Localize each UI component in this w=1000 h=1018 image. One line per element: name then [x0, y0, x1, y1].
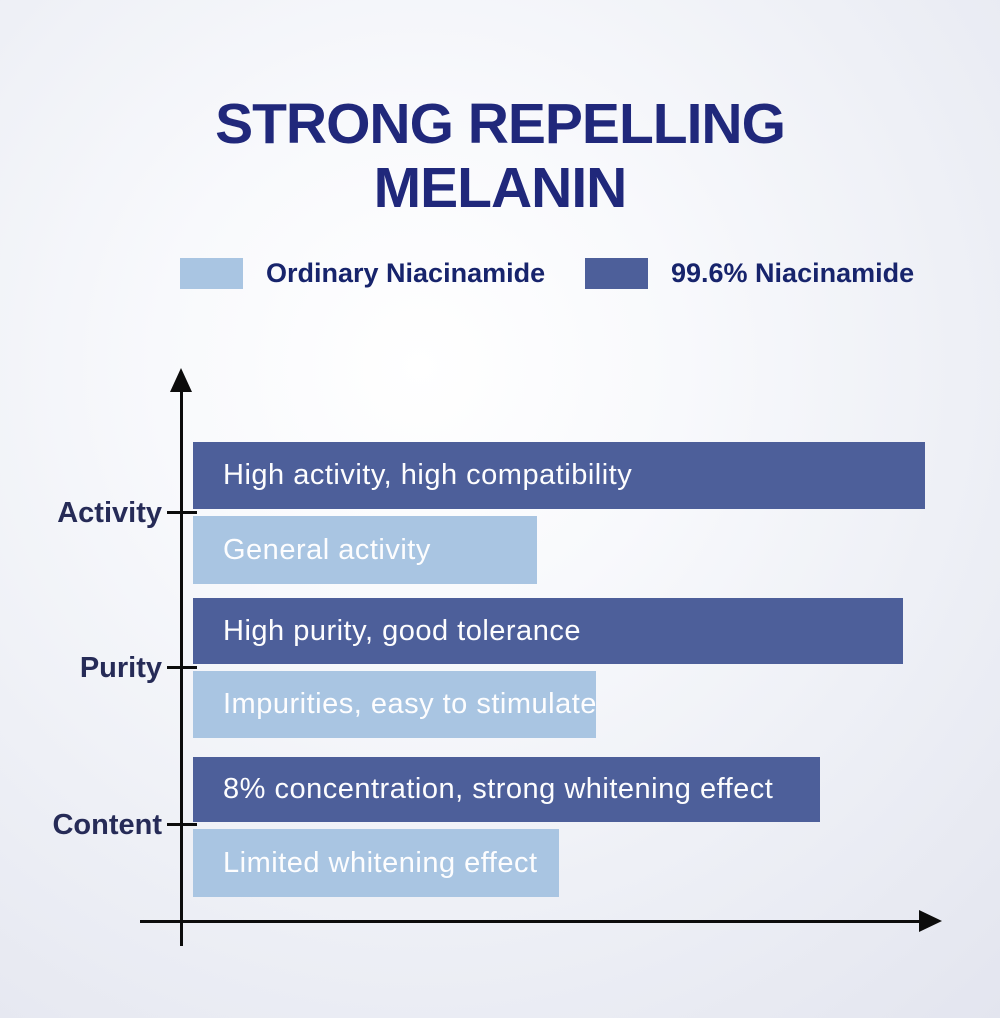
title-line-1: STRONG REPELLING	[215, 92, 786, 156]
bar-label: Limited whitening effect	[223, 846, 538, 879]
category-label-purity: Purity	[79, 652, 162, 684]
bar-ordinary-activity: General activity	[193, 516, 537, 584]
title-line-2: MELANIN	[373, 156, 628, 220]
tick-activity	[167, 511, 197, 514]
legend-label-ordinary: Ordinary Niacinamide	[266, 258, 546, 288]
bar-pure-content: 8% concentration, strong whitening effec…	[193, 757, 820, 822]
category-label-activity: Activity	[57, 497, 162, 529]
x-axis-arrow-icon	[919, 910, 942, 932]
bar-label: 8% concentration, strong whitening effec…	[223, 773, 774, 805]
bar-ordinary-content: Limited whitening effect	[193, 829, 559, 897]
category-label-content: Content	[52, 809, 162, 841]
legend-item-ordinary: Ordinary Niacinamide	[180, 258, 545, 289]
tick-content	[167, 823, 197, 826]
bar-label: High activity, high compatibility	[223, 459, 633, 491]
page-title: STRONG REPELLING MELANIN	[0, 92, 1000, 220]
legend-item-pure: 99.6% Niacinamide	[585, 258, 914, 289]
bar-pure-activity: High activity, high compatibility	[193, 442, 925, 509]
bar-label: Impurities, easy to stimulate	[223, 688, 596, 720]
y-axis-arrow-icon	[170, 368, 192, 392]
legend-swatch-ordinary	[180, 258, 243, 289]
bar-ordinary-purity: Impurities, easy to stimulate	[193, 671, 596, 738]
x-axis	[140, 920, 924, 923]
bar-label: High purity, good tolerance	[223, 614, 581, 647]
bar-label: General activity	[223, 533, 431, 566]
legend-label-pure: 99.6% Niacinamide	[671, 258, 915, 288]
tick-purity	[167, 666, 197, 669]
legend-swatch-pure	[585, 258, 648, 289]
bar-pure-purity: High purity, good tolerance	[193, 598, 903, 664]
